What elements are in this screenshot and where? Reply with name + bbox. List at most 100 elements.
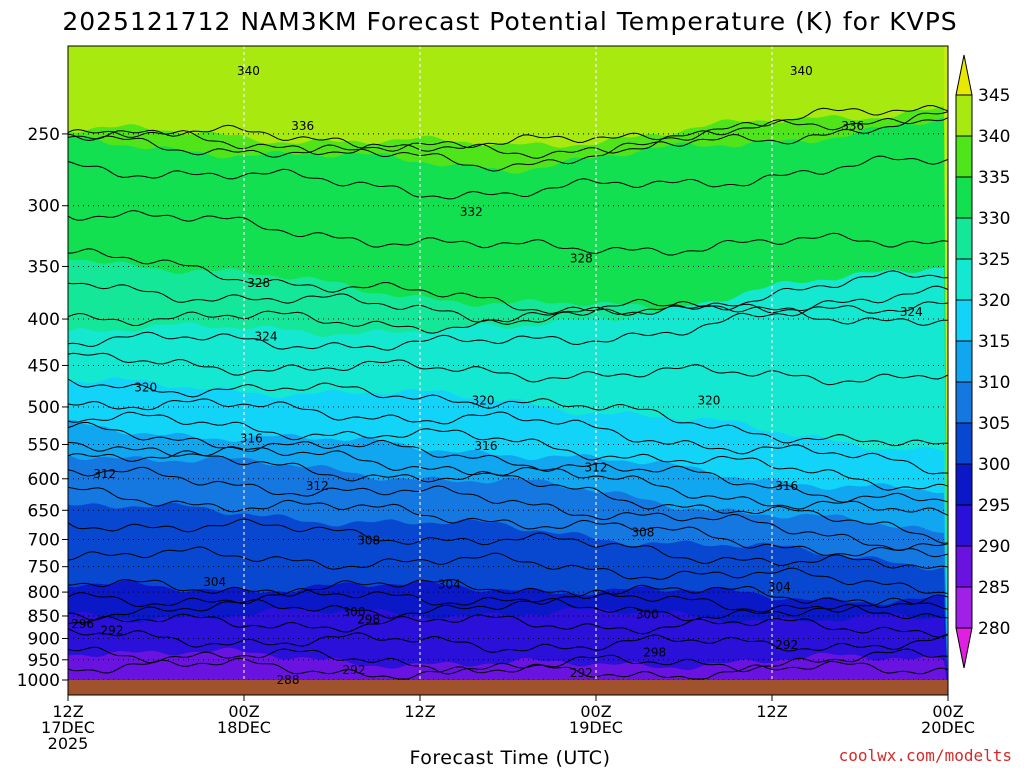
contour-label: 298 bbox=[643, 645, 666, 659]
colorbar-swatch bbox=[955, 299, 973, 342]
colorbar-label: 320 bbox=[978, 291, 1010, 311]
x-tick-label: 17DEC bbox=[41, 718, 95, 737]
contour-label: 292 bbox=[570, 666, 593, 680]
contour-label: 332 bbox=[460, 205, 483, 219]
ground-surface bbox=[68, 680, 948, 695]
contour-label: 292 bbox=[343, 663, 366, 677]
y-tick-label: 800 bbox=[28, 583, 60, 603]
contour-label: 336 bbox=[841, 119, 864, 133]
contour-label: 328 bbox=[570, 251, 593, 265]
colorbar-label: 330 bbox=[978, 209, 1010, 229]
contour-line-316 bbox=[67, 411, 949, 491]
colorbar-swatch bbox=[955, 545, 973, 588]
contour-line-310 bbox=[67, 450, 949, 544]
colorbar-label: 305 bbox=[978, 414, 1010, 434]
contour-line-290 bbox=[67, 646, 949, 675]
y-tick-label: 650 bbox=[28, 501, 60, 521]
colorbar-label: 315 bbox=[978, 332, 1010, 352]
colorbar-label: 290 bbox=[978, 537, 1010, 557]
colorbar-label: 295 bbox=[978, 496, 1010, 516]
contour-label: 308 bbox=[631, 526, 654, 540]
contour-line-300 bbox=[67, 578, 949, 609]
contour-line-312 bbox=[67, 441, 949, 516]
y-tick-label: 250 bbox=[28, 125, 60, 145]
colorbar-swatch bbox=[955, 463, 973, 506]
colorbar-swatch bbox=[955, 135, 973, 178]
y-tick-label: 1000 bbox=[17, 671, 60, 691]
contour-lines bbox=[67, 104, 949, 680]
contour-label: 292 bbox=[101, 624, 124, 638]
colorbar-low-arrow bbox=[955, 627, 973, 669]
y-tick-label: 700 bbox=[28, 530, 60, 550]
contour-label: 316 bbox=[475, 439, 498, 453]
colorbar: 280 285 290 295 300 305 310 315 320 325 330 335 340 3… bbox=[955, 54, 1010, 669]
colorbar-label: 345 bbox=[978, 86, 1010, 106]
contour-label: 336 bbox=[291, 119, 314, 133]
contour-line-302 bbox=[67, 546, 949, 595]
colorbar-label: 340 bbox=[978, 127, 1010, 147]
y-tick-label: 950 bbox=[28, 651, 60, 671]
y-tick-label: 400 bbox=[28, 310, 60, 330]
contour-label: 292 bbox=[775, 638, 798, 652]
contour-label: 320 bbox=[134, 381, 157, 395]
y-tick-label: 600 bbox=[28, 470, 60, 490]
colorbar-swatch bbox=[955, 586, 973, 629]
contour-label: 320 bbox=[472, 394, 495, 408]
contour-label: 316 bbox=[775, 479, 798, 493]
contour-label: 316 bbox=[240, 432, 263, 446]
contour-line-308 bbox=[67, 466, 949, 552]
y-tick-label: 900 bbox=[28, 629, 60, 649]
y-tick-label: 450 bbox=[28, 356, 60, 376]
contour-line-296 bbox=[67, 597, 948, 622]
contour-line-306 bbox=[67, 486, 949, 558]
contour-line-328 bbox=[67, 282, 949, 323]
contour-line-324 bbox=[67, 301, 949, 351]
y-tick-label: 550 bbox=[28, 435, 60, 455]
contour-labels: 340 340 336 336 332 328 328 324 324 320 320 320 316 3… bbox=[71, 64, 923, 687]
x-tick-label: 00Z bbox=[580, 702, 611, 721]
y-axis: 2503003504004505005506006507007508008509… bbox=[17, 125, 68, 691]
contour-line-292 bbox=[67, 628, 949, 653]
contour-line-332 bbox=[67, 209, 949, 256]
contour-label: 312 bbox=[93, 467, 116, 481]
y-tick-label: 750 bbox=[28, 558, 60, 578]
contour-label: 340 bbox=[237, 64, 260, 78]
contour-line-320 bbox=[67, 378, 948, 447]
x-tick-label: 12Z bbox=[52, 702, 83, 721]
colorbar-swatch bbox=[955, 258, 973, 301]
contour-label: 312 bbox=[585, 460, 608, 474]
colorbar-swatch bbox=[955, 94, 973, 137]
colorbar-label: 335 bbox=[978, 168, 1010, 188]
colorbar-swatch bbox=[955, 217, 973, 260]
contour-line-322 bbox=[67, 352, 949, 386]
contour-line-314 bbox=[67, 421, 949, 503]
y-tick-label: 850 bbox=[28, 607, 60, 627]
contour-label: 324 bbox=[900, 305, 923, 319]
contour-label: 296 bbox=[71, 617, 94, 631]
contour-label: 298 bbox=[357, 613, 380, 627]
colorbar-label: 325 bbox=[978, 250, 1010, 270]
colorbar-label: 285 bbox=[978, 578, 1010, 598]
colorbar-label: 300 bbox=[978, 455, 1010, 475]
x-tick-label: 20DEC bbox=[921, 718, 975, 737]
contour-label: 328 bbox=[247, 276, 270, 290]
colorbar-swatch bbox=[955, 504, 973, 547]
contour-label: 304 bbox=[438, 578, 461, 592]
x-tick-label: 19DEC bbox=[569, 718, 623, 737]
contour-label: 288 bbox=[277, 673, 300, 687]
contour-label: 324 bbox=[255, 329, 278, 343]
y-tick-label: 300 bbox=[28, 197, 60, 217]
contour-label: 320 bbox=[697, 394, 720, 408]
contour-label: 304 bbox=[203, 575, 226, 589]
contour-line-326 bbox=[67, 270, 948, 334]
x-tick-label: 00Z bbox=[228, 702, 259, 721]
colorbar-label: 310 bbox=[978, 373, 1010, 393]
contour-line-330 bbox=[67, 248, 948, 326]
contour-line-298 bbox=[67, 587, 949, 613]
contour-label: 300 bbox=[343, 605, 366, 619]
x-tick-label: 12Z bbox=[404, 702, 435, 721]
contour-line-334 bbox=[67, 155, 949, 200]
x-tick-label: 2025 bbox=[48, 734, 89, 753]
contour-label: 308 bbox=[357, 534, 380, 548]
